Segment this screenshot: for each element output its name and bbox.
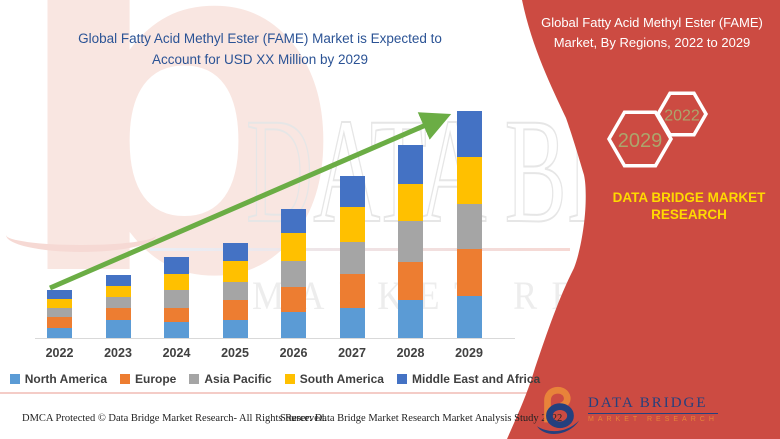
x-tick-2022: 2022 — [45, 346, 74, 360]
x-axis-labels: 2022 2023 2024 2025 2026 2027 2028 2029 — [35, 346, 515, 362]
bar-segment-2028-north-america — [398, 300, 423, 338]
bar-segment-2026-asia-pacific — [281, 261, 306, 287]
dmca-notice: DMCA Protected © Data Bridge Market Rese… — [22, 413, 327, 424]
hexagon-2029-label: 2029 — [618, 130, 663, 152]
bar-segment-2023-north-america — [105, 320, 131, 338]
legend-swatch — [189, 374, 200, 384]
chart-legend: North America Europe Asia Pacific South Ame… — [9, 372, 540, 386]
bar-segment-2028-south-america — [398, 184, 423, 221]
legend-label: Asia Pacific — [204, 372, 272, 386]
legend-item-north-america: North America — [9, 372, 108, 386]
bar-segment-2027-europe — [339, 274, 365, 308]
bar-segment-2027-asia-pacific — [339, 242, 365, 274]
bar-segment-2024-middle-east-and-africa — [164, 257, 189, 274]
bar-2028 — [398, 145, 423, 338]
bar-segment-2028-europe — [398, 262, 423, 300]
bar-segment-2026-south-america — [281, 233, 306, 261]
chart-title: Global Fatty Acid Methyl Ester (FAME) Ma… — [40, 28, 480, 70]
legend-swatch — [284, 374, 295, 384]
bar-segment-2029-europe — [456, 249, 482, 296]
x-tick-2023: 2023 — [104, 346, 132, 360]
bar-2026 — [281, 209, 306, 338]
bar-segment-2022-north-america — [47, 328, 72, 338]
legend-label: South America — [299, 372, 384, 386]
banner-brand-line2: RESEARCH — [651, 207, 727, 222]
bar-segment-2029-north-america — [456, 296, 482, 338]
bar-segment-2023-europe — [105, 308, 131, 320]
legend-swatch — [9, 374, 20, 384]
legend-label: North America — [24, 372, 108, 386]
x-tick-2026: 2026 — [279, 346, 308, 360]
bar-segment-2025-asia-pacific — [222, 282, 248, 300]
logo-b-icon — [536, 386, 580, 434]
hexagon-2029 — [606, 110, 674, 168]
banner-title-line1: Global Fatty Acid Methyl Ester (FAME) — [541, 15, 763, 30]
bar-segment-2029-asia-pacific — [456, 204, 482, 249]
bar-segment-2023-south-america — [105, 286, 131, 297]
x-tick-2028: 2028 — [396, 346, 425, 360]
bar-segment-2023-middle-east-and-africa — [105, 275, 131, 286]
x-tick-2029: 2029 — [455, 346, 483, 360]
bar-segment-2024-south-america — [164, 274, 189, 290]
bar-segment-2025-middle-east-and-africa — [222, 243, 248, 261]
chart-title-line1: Global Fatty Acid Methyl Ester (FAME) Ma… — [78, 31, 442, 46]
company-logo: DATA BRIDGE MARKET RESEARCH — [536, 382, 718, 436]
legend-item-asia-pacific: Asia Pacific — [189, 372, 272, 386]
banner-title: Global Fatty Acid Methyl Ester (FAME) Ma… — [528, 13, 776, 53]
bar-segment-2026-middle-east-and-africa — [281, 209, 306, 233]
bar-2022 — [47, 290, 72, 338]
bar-segment-2027-middle-east-and-africa — [339, 176, 365, 207]
bar-segment-2028-asia-pacific — [398, 221, 423, 262]
x-tick-2025: 2025 — [221, 346, 249, 360]
footer-divider-line — [0, 392, 600, 394]
chart-plot-area — [35, 100, 515, 339]
x-tick-2027: 2027 — [338, 346, 366, 360]
x-tick-2024: 2024 — [162, 346, 191, 360]
bar-segment-2022-europe — [47, 317, 72, 328]
bar-segment-2027-north-america — [339, 308, 365, 338]
bar-segment-2022-asia-pacific — [47, 308, 72, 317]
bar-2025 — [222, 243, 248, 338]
x-axis-line — [35, 338, 515, 339]
hexagon-2022-label: 2022 — [664, 108, 700, 125]
logo-subtitle: MARKET RESEARCH — [588, 416, 718, 423]
legend-label: Middle East and Africa — [411, 372, 541, 386]
bar-2027 — [339, 176, 365, 338]
bar-2023 — [105, 275, 131, 338]
bar-segment-2023-asia-pacific — [105, 297, 131, 308]
banner-brand-line1: DATA BRIDGE MARKET — [612, 190, 766, 205]
bar-segment-2024-north-america — [164, 322, 189, 338]
legend-item-europe: Europe — [120, 372, 176, 386]
bar-segment-2022-south-america — [47, 299, 72, 308]
bar-segment-2025-south-america — [222, 261, 248, 282]
banner-title-line2: Market, By Regions, 2022 to 2029 — [553, 35, 751, 50]
legend-swatch — [396, 374, 407, 384]
source-note: Source: Data Bridge Market Research Mark… — [280, 413, 563, 424]
logo-text: DATA BRIDGE MARKET RESEARCH — [588, 395, 718, 423]
bar-segment-2022-middle-east-and-africa — [47, 290, 72, 299]
bar-segment-2026-europe — [281, 287, 306, 312]
bar-segment-2025-europe — [222, 300, 248, 320]
chart-title-line2: Account for USD XX Million by 2029 — [151, 52, 369, 67]
bar-segment-2029-middle-east-and-africa — [456, 111, 482, 157]
banner-brand-text: DATA BRIDGE MARKET RESEARCH — [598, 189, 780, 223]
legend-item-middle-east-and-africa: Middle East and Africa — [396, 372, 541, 386]
legend-swatch — [120, 374, 131, 384]
bar-2029 — [456, 111, 482, 338]
bar-2024 — [164, 257, 189, 338]
bar-segment-2029-south-america — [456, 157, 482, 204]
bar-segment-2024-asia-pacific — [164, 290, 189, 308]
bar-segment-2024-europe — [164, 308, 189, 322]
bar-segment-2028-middle-east-and-africa — [398, 145, 423, 184]
bar-segment-2027-south-america — [339, 207, 365, 242]
bar-segment-2026-north-america — [281, 312, 306, 338]
logo-name: DATA BRIDGE — [588, 395, 718, 414]
bar-segment-2025-north-america — [222, 320, 248, 338]
hexagon-2022 — [655, 91, 709, 137]
legend-label: Europe — [135, 372, 177, 386]
legend-item-south-america: South America — [284, 372, 384, 386]
